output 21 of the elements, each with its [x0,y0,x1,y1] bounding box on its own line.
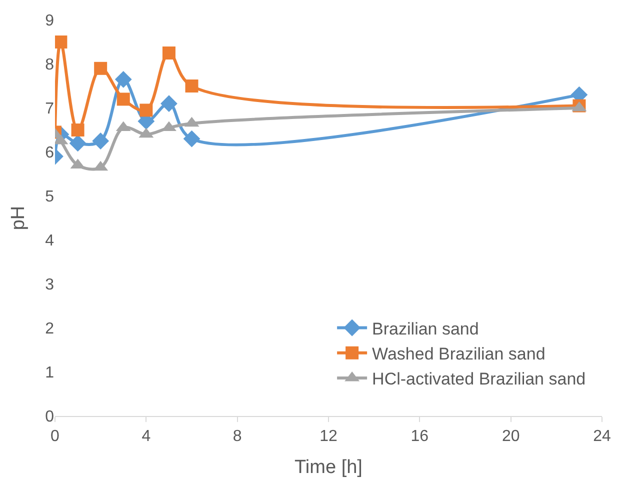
legend-label: HCl-activated Brazilian sand [372,370,586,389]
y-tick-label: 6 [45,144,54,162]
y-tick-label: 3 [45,276,54,294]
x-tick-label: 20 [502,428,520,446]
x-tick-label: 8 [232,428,242,446]
y-tick-label: 9 [45,12,54,30]
y-tick-label: 2 [45,320,54,338]
legend-label: Brazilian sand [372,319,479,338]
legend-label: Washed Brazilian sand [372,344,546,364]
y-tick-label: 1 [45,364,54,382]
x-axis-title: Time [h] [294,457,362,478]
y-tick-label: 4 [45,232,54,250]
y-tick-label: 0 [45,408,54,426]
y-tick-label: 5 [45,188,54,206]
x-tick-label: 16 [410,428,429,446]
x-tick-label: 12 [320,428,338,446]
y-axis-title: pH [8,206,29,230]
y-tick-label: 7 [45,100,54,118]
y-tick-label: 8 [45,56,54,74]
x-tick-label: 4 [142,428,151,446]
x-tick-label: 24 [593,428,611,446]
